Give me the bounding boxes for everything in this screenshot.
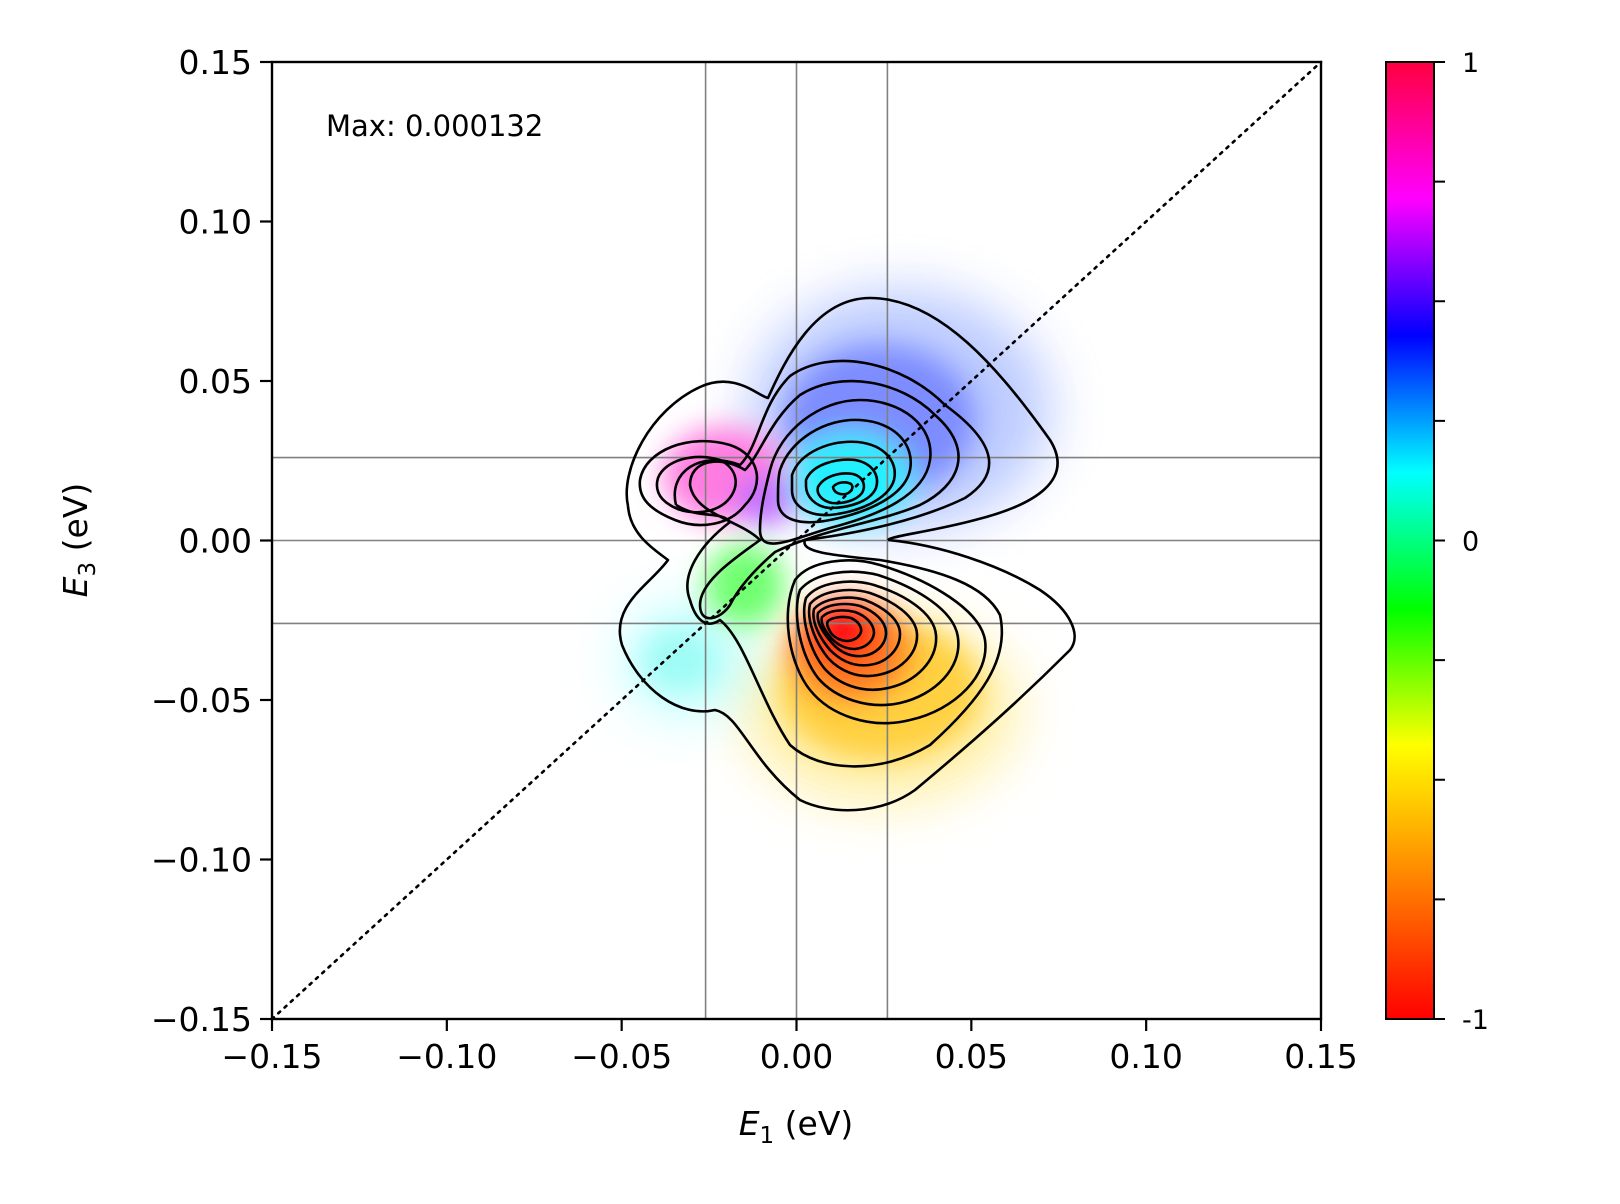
x-tick-label-4: 0.05 (935, 1037, 1008, 1076)
contour-left-2 (655, 455, 737, 514)
y-tick-label-4: 0.05 (179, 362, 252, 401)
x-tick-label-1: −0.10 (396, 1037, 497, 1076)
contour-3 (688, 379, 960, 620)
y-axis-label: E3 (eV) (56, 483, 101, 598)
y-axis-label-subscript: 3 (75, 562, 101, 577)
contour-red-2 (795, 570, 960, 707)
contour-2-upper (673, 359, 991, 542)
y-tick-label-6: 0.15 (179, 43, 252, 82)
reference-lines (270, 60, 1323, 1021)
violet-bridge-blob (735, 474, 795, 526)
contour-red-6 (816, 602, 888, 658)
cyan-peak-blob (788, 433, 912, 523)
y-axis-label-unit: (eV) (56, 483, 95, 562)
colorbar-gradient (1385, 61, 1435, 1020)
x-tick-label-0: −0.15 (221, 1037, 322, 1076)
colorbar-label-1: 0 (1462, 527, 1479, 558)
green-band-blob (705, 543, 785, 627)
contour-4 (758, 398, 932, 545)
contour-9 (831, 481, 854, 496)
x-tick-label-6: 0.15 (1284, 1037, 1357, 1076)
y-tick-label-2: −0.05 (151, 681, 252, 720)
contour-left-1 (638, 439, 759, 527)
x-axis-label: E1 (eV) (739, 1104, 854, 1149)
contour-red-1 (786, 559, 987, 725)
contour-2-lower (675, 503, 1004, 768)
contour-5 (776, 418, 913, 524)
colorbar-label-2: -1 (1462, 1005, 1489, 1036)
y-tick-label-3: 0.00 (179, 522, 252, 561)
max-annotation: Max: 0.000132 (326, 109, 543, 143)
colorbar: 1 0 -1 (1385, 48, 1489, 1036)
y-axis-label-symbol: E (56, 576, 95, 597)
diagonal-line (270, 60, 1323, 1021)
x-axis-label-subscript: 1 (760, 1123, 775, 1149)
contour-red-7 (820, 609, 876, 651)
contour-6 (790, 440, 897, 517)
x-axis-label-symbol: E (739, 1104, 760, 1143)
axes: −0.15 −0.10 −0.05 0.00 0.05 0.10 0.15 −0.15 −0.1… (151, 43, 1358, 1076)
contour-outer-lower (618, 505, 1076, 812)
x-tick-label-2: −0.05 (571, 1037, 672, 1076)
x-tick-label-3: 0.00 (760, 1037, 833, 1076)
contour-red-8 (825, 615, 863, 643)
contour-outer-upper (625, 296, 1059, 542)
colorbar-label-0: 1 (1462, 48, 1479, 79)
contour-lines (618, 296, 1076, 812)
y-tick-label-5: 0.10 (179, 203, 252, 242)
y-tick-label-1: −0.10 (151, 841, 252, 880)
x-axis-label-unit: (eV) (774, 1104, 853, 1143)
contour-red-4 (807, 588, 919, 678)
contour-7 (804, 458, 879, 510)
contour-8 (816, 472, 866, 505)
cyan-lower-blob (642, 628, 718, 692)
y-tick-label-0: −0.15 (151, 1000, 252, 1039)
contour-red-5 (812, 596, 902, 667)
x-tick-label-5: 0.10 (1109, 1037, 1182, 1076)
contour-red-3 (802, 580, 938, 692)
